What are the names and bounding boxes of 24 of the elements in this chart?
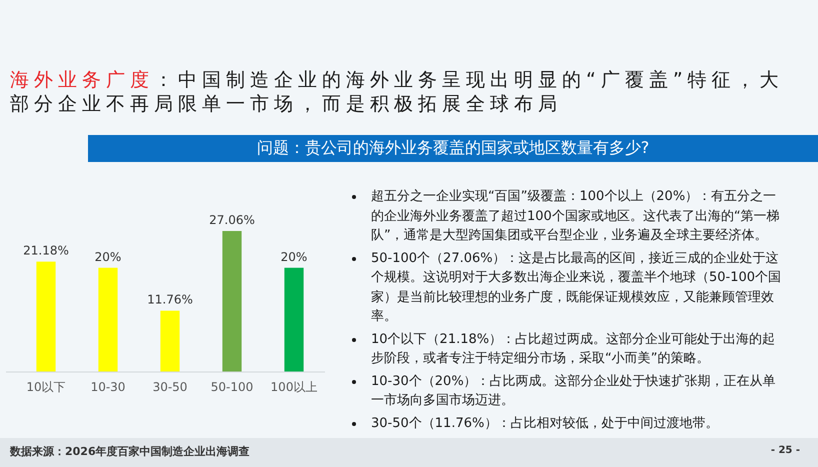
bar: [98, 268, 118, 372]
x-tick-label: 100以上: [270, 380, 318, 394]
x-tick-label: 10-30: [90, 380, 126, 394]
bar: [222, 231, 242, 372]
x-tick-label: 50-100: [210, 380, 254, 394]
data-label: 11.76%: [147, 292, 193, 307]
x-tick-label: 10以下: [26, 380, 66, 394]
x-tick-label: 30-50: [152, 380, 188, 394]
text: 海外业务广度：中国制造企业的海外业务呈现出明显的“广覆盖”特征，大部分企业不再局限单一市场，而是积极拓展全球布局: [10, 69, 784, 115]
text: 问题：贵公司的海外业务覆盖的国家或地区数量有多少?: [256, 138, 650, 159]
data-label: 20%: [280, 250, 308, 264]
text: 30-50个（11.76%）：占比相对较低，处于中间过渡地带。: [371, 416, 718, 430]
bar: [36, 262, 56, 372]
text: 50-100个（27.06%）：这是占比最高的区间，接近三成的企业处于这个规模。这说明对于大多数出海企业来说，覆盖半个地球（50-100个国家）是当前比较理想的业务广度，既能保证规模效应，又能兼顾管理效率。: [371, 250, 782, 324]
text: 10个以下（21.18%）：占比超过两成。这部分企业可能处于出海的起步阶段，或者专注于特定细分市场，采取“小而美”的策略。: [371, 332, 776, 366]
text: - 25 -: [770, 445, 800, 456]
data-label: 27.06%: [209, 213, 255, 227]
bar: [284, 268, 304, 372]
data-label: 20%: [94, 250, 122, 264]
text: 超五分之一企业实现“百国”级覆盖：100个以上（20%）：有五分之一的企业海外业务覆盖了超过100个国家或地区。这代表了出海的“第一梯队”，通常是大型跨国集团或平台型企业，业务遍及全球主要经济体。: [371, 189, 780, 243]
source-note: 数据来源：2026年度百家中国制造企业出海调查: [10, 444, 250, 459]
text: 10-30个（20%）：占比两成。这部分企业处于快速扩张期，正在从单一市场向多国市场迈进。: [371, 374, 776, 408]
data-label: 21.18%: [23, 244, 69, 258]
bar: [160, 310, 180, 372]
